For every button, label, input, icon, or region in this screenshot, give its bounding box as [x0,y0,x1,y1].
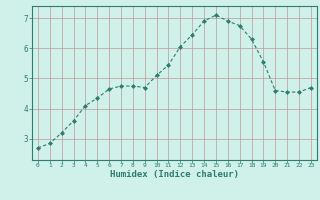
X-axis label: Humidex (Indice chaleur): Humidex (Indice chaleur) [110,170,239,179]
